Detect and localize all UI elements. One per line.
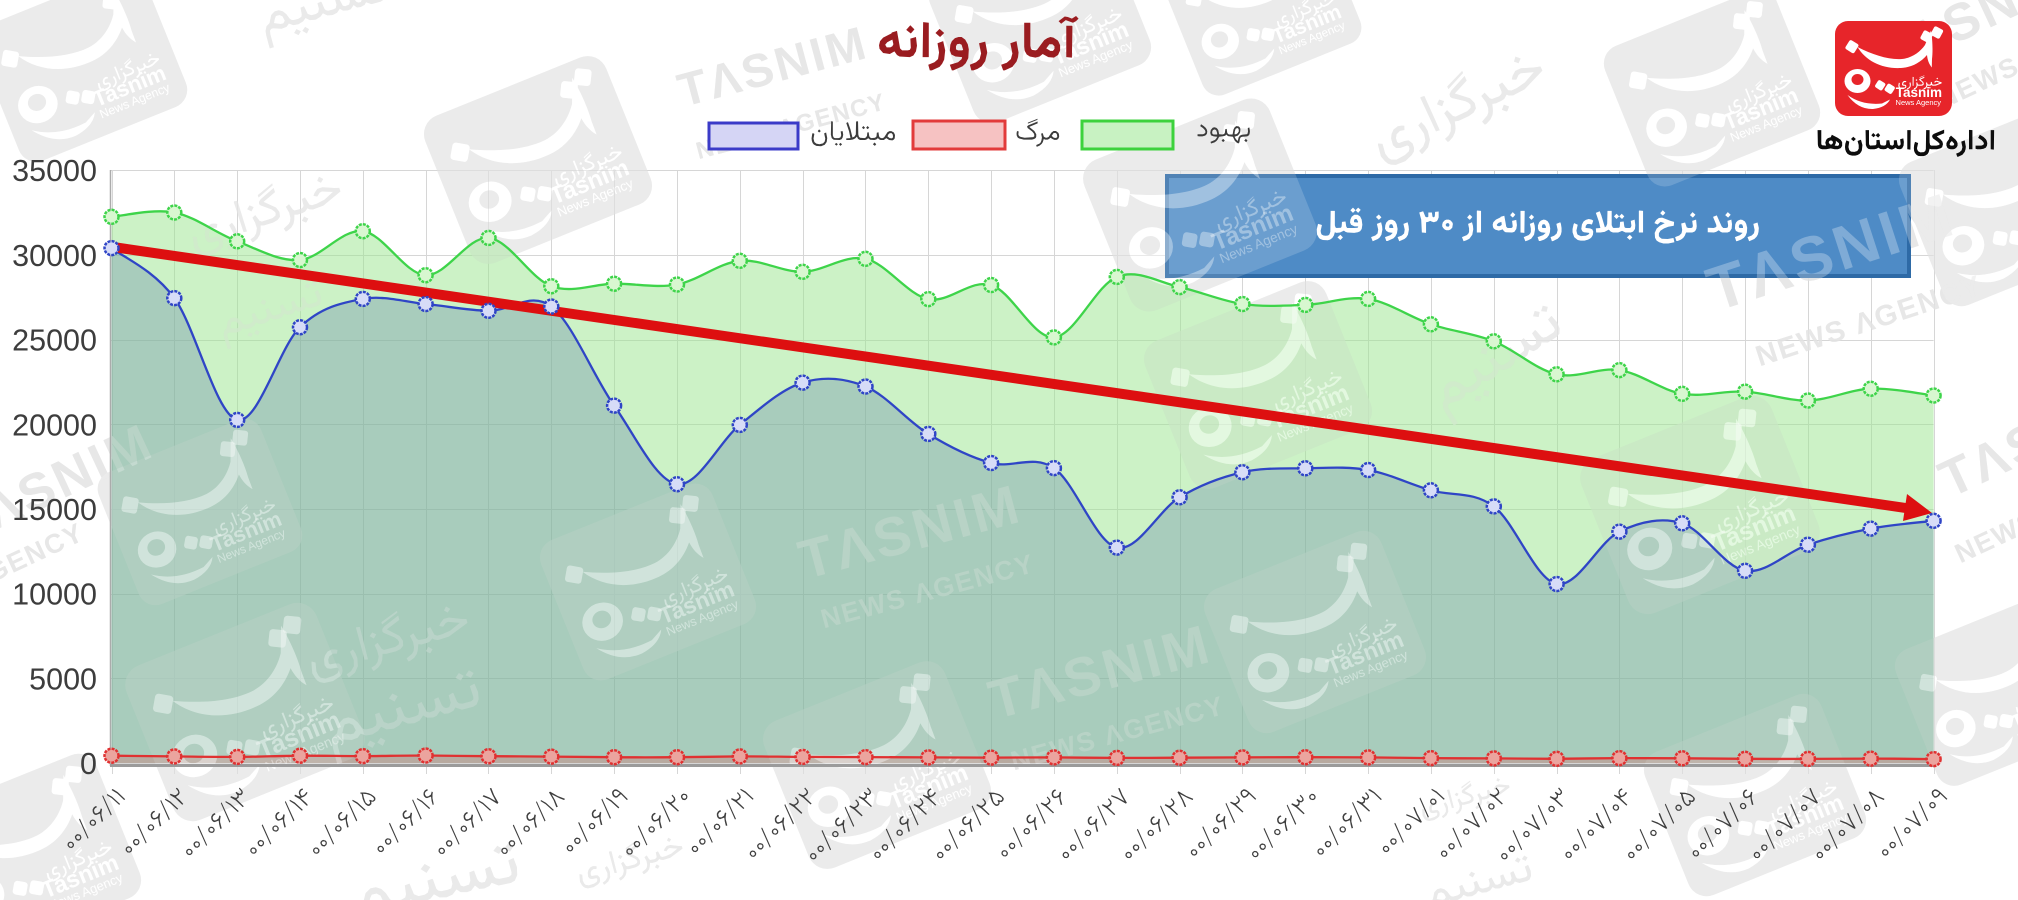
svg-text:5000: 5000 (29, 662, 97, 696)
svg-text:10000: 10000 (12, 578, 97, 612)
svg-text:News Agency: News Agency (1896, 98, 1942, 107)
svg-text:0: 0 (80, 747, 97, 781)
svg-text:Tasnim: Tasnim (1896, 85, 1942, 100)
svg-text:20000: 20000 (12, 408, 97, 442)
svg-text:35000: 35000 (12, 154, 97, 188)
svg-text:15000: 15000 (12, 493, 97, 527)
svg-text:30000: 30000 (12, 239, 97, 273)
svg-text:25000: 25000 (12, 324, 97, 358)
